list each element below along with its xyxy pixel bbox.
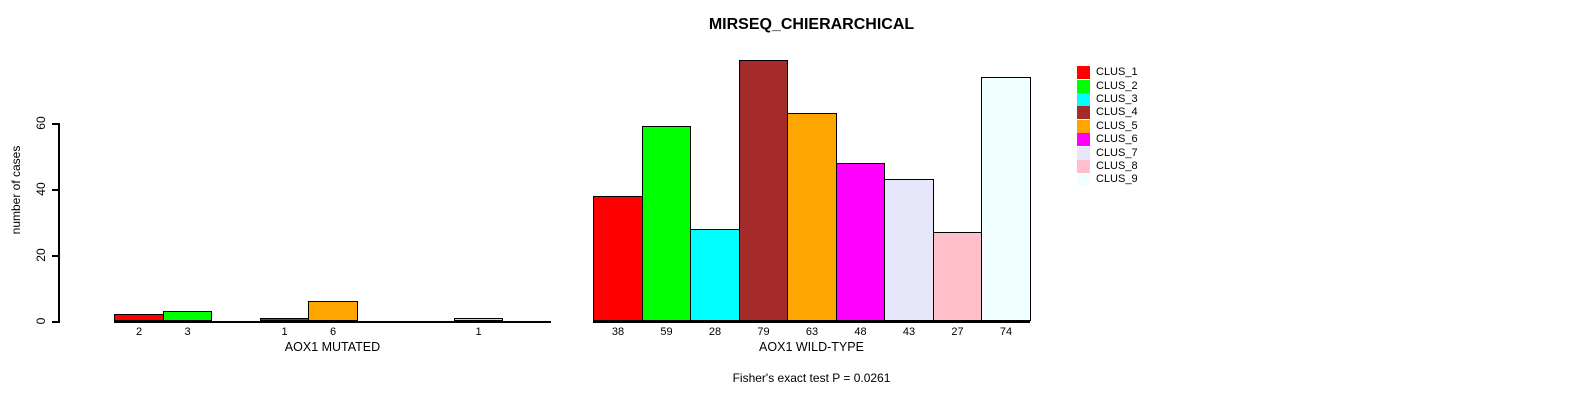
- x-axis-group-label-0: AOX1 MUTATED: [284, 340, 381, 354]
- x-axis-baseline: [593, 321, 1030, 323]
- legend-item-clus_5: CLUS_5: [1077, 119, 1138, 133]
- bar-clus_8: [454, 318, 503, 321]
- bar-clus_2: [163, 311, 212, 321]
- y-axis-tick-label: 40: [34, 182, 48, 196]
- y-axis-tick-label: 0: [34, 317, 48, 325]
- x-axis-baseline: [114, 321, 551, 323]
- legend-label: CLUS_1: [1096, 66, 1138, 79]
- bar-clus_7: [884, 179, 934, 321]
- bar-value-label: 27: [951, 326, 964, 338]
- legend-swatch-clus_5: [1077, 119, 1090, 133]
- legend-item-clus_1: CLUS_1: [1077, 66, 1138, 80]
- bar-clus_3: [690, 229, 740, 321]
- bar-clus_6: [836, 163, 885, 321]
- legend-label: CLUS_5: [1096, 119, 1138, 132]
- bar-clus_4: [739, 60, 788, 321]
- bar-clus_9: [981, 77, 1031, 321]
- legend-swatch-clus_8: [1077, 159, 1090, 173]
- legend-swatch-clus_1: [1077, 66, 1090, 80]
- bar-value-label: 74: [999, 326, 1013, 338]
- bar-value-label: 2: [135, 326, 143, 338]
- bar-value-label: 38: [611, 326, 625, 338]
- chart-title: MIRSEQ_CHIERARCHICAL: [708, 16, 915, 33]
- legend-item-clus_9: CLUS_9: [1077, 173, 1138, 187]
- legend-swatch-clus_4: [1077, 106, 1090, 120]
- bar-value-label: 59: [660, 326, 673, 338]
- bar-value-label: 1: [281, 326, 288, 338]
- bar-clus_8: [933, 232, 982, 321]
- bar-clus_2: [642, 126, 691, 321]
- legend: CLUS_1 CLUS_2 CLUS_3 CLUS_4 CLUS_5 CLUS_6 CLUS…: [1077, 66, 1138, 187]
- bar-clus_5: [787, 113, 837, 321]
- fisher-test-annotation: Fisher's exact test P = 0.0261: [732, 371, 891, 385]
- legend-item-clus_3: CLUS_3: [1077, 92, 1138, 106]
- y-axis-tick: [52, 189, 58, 191]
- bar-clus_1: [593, 196, 643, 321]
- legend-label: CLUS_6: [1096, 133, 1138, 146]
- bar-value-label: 79: [757, 326, 770, 338]
- bar-value-label: 6: [329, 326, 337, 338]
- legend-swatch-clus_3: [1077, 92, 1090, 106]
- y-axis-tick: [52, 321, 58, 323]
- legend-label: CLUS_4: [1096, 106, 1138, 119]
- legend-item-clus_2: CLUS_2: [1077, 79, 1138, 93]
- legend-item-clus_7: CLUS_7: [1077, 146, 1138, 160]
- legend-label: CLUS_7: [1096, 146, 1138, 159]
- legend-label: CLUS_9: [1096, 173, 1138, 186]
- legend-swatch-clus_7: [1077, 146, 1090, 160]
- bar-value-label: 1: [475, 326, 482, 338]
- legend-swatch-clus_6: [1077, 133, 1090, 147]
- legend-swatch-clus_9: [1077, 173, 1090, 187]
- y-axis-tick: [52, 255, 58, 257]
- bar-value-label: 28: [708, 326, 722, 338]
- bar-clus_1: [114, 314, 164, 321]
- legend-label: CLUS_8: [1096, 159, 1138, 172]
- legend-label: CLUS_3: [1096, 92, 1138, 105]
- y-axis-line: [58, 123, 60, 323]
- legend-swatch-clus_2: [1077, 79, 1090, 93]
- legend-item-clus_6: CLUS_6: [1077, 133, 1138, 147]
- legend-label: CLUS_2: [1096, 79, 1138, 92]
- legend-item-clus_4: CLUS_4: [1077, 106, 1138, 120]
- bar-clus_4: [260, 318, 309, 321]
- bar-clus_5: [308, 301, 358, 321]
- y-axis-tick-label: 60: [34, 116, 48, 130]
- y-axis-tick-label: 20: [34, 248, 48, 262]
- x-axis-group-label-1: AOX1 WILD-TYPE: [759, 340, 864, 354]
- bar-value-label: 63: [805, 326, 819, 338]
- bar-value-label: 3: [184, 326, 191, 338]
- y-axis-tick: [52, 123, 58, 125]
- legend-item-clus_8: CLUS_8: [1077, 159, 1138, 173]
- bar-value-label: 43: [902, 326, 916, 338]
- bar-value-label: 48: [854, 326, 867, 338]
